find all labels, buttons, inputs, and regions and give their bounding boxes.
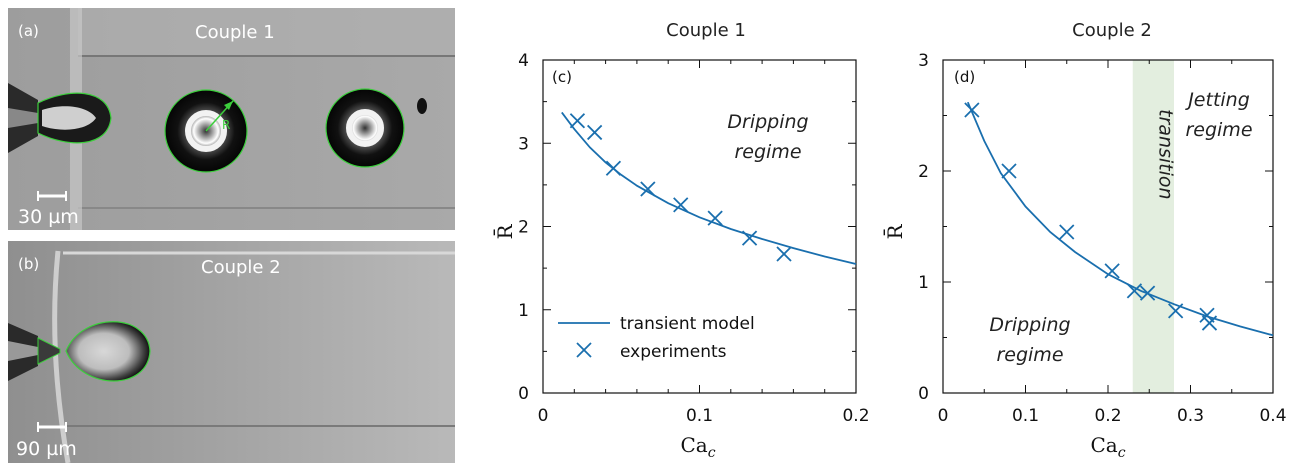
x-tick-label: 0.2 bbox=[842, 406, 869, 426]
legend-experiments: experiments bbox=[620, 342, 727, 362]
chart-couple-1: Couple 1 0 0.1 0.2 0 1 2 3 4 (c) Dripping regim… bbox=[480, 0, 880, 470]
pinching-droplet bbox=[65, 321, 151, 382]
regime-annotation-line1: Dripping bbox=[727, 111, 808, 133]
x-axis-label-main: Ca bbox=[1090, 433, 1117, 457]
x-tick-label: 0.3 bbox=[1177, 406, 1204, 426]
experiment-point bbox=[1139, 285, 1156, 301]
y-tick-label: 3 bbox=[518, 134, 529, 154]
panel-label-a: (a) bbox=[18, 22, 39, 40]
experiment-point bbox=[587, 124, 603, 141]
experiment-point bbox=[1201, 315, 1218, 331]
x-axis-label-sub: c bbox=[1118, 445, 1126, 461]
experiment-point bbox=[1059, 224, 1075, 240]
photo-title-a: Couple 1 bbox=[195, 22, 275, 43]
x-tick-label: 0.4 bbox=[1259, 406, 1286, 426]
y-tick-label: 3 bbox=[918, 51, 929, 71]
experiment-point bbox=[569, 113, 586, 129]
x-axis-label-sub: c bbox=[708, 445, 716, 461]
scale-text-a: 30 µm bbox=[18, 206, 79, 228]
panel-label-b: (b) bbox=[18, 255, 39, 273]
photo-couple-1: R (a) Couple 1 30 µm bbox=[8, 8, 455, 230]
panel-label: (c) bbox=[552, 68, 572, 86]
transition-band bbox=[1132, 60, 1174, 393]
x-axis-label: Cac bbox=[680, 433, 715, 461]
panel-label: (d) bbox=[954, 68, 975, 86]
dripping-annotation-line2: regime bbox=[996, 344, 1063, 366]
jetting-annotation-line1: Jetting bbox=[1184, 89, 1250, 111]
x-tick-label: 0 bbox=[938, 406, 949, 426]
droplet-2 bbox=[325, 88, 405, 168]
regime-annotation-line2: regime bbox=[734, 141, 801, 163]
experiment-point bbox=[741, 230, 758, 246]
experiment-point bbox=[1126, 283, 1143, 299]
chart-title: Couple 2 bbox=[1072, 20, 1152, 41]
y-tick-label: 1 bbox=[918, 273, 929, 293]
x-tick-label: 0.2 bbox=[1094, 406, 1121, 426]
experiment-point bbox=[1001, 163, 1017, 179]
experiment-point bbox=[673, 197, 689, 213]
photo-title-b: Couple 2 bbox=[201, 257, 281, 278]
y-tick-label: 0 bbox=[918, 384, 929, 404]
y-axis-label: R̄ bbox=[492, 224, 517, 240]
transition-label: transition bbox=[1154, 109, 1176, 200]
chart-title: Couple 1 bbox=[666, 20, 746, 41]
y-tick-label: 2 bbox=[918, 162, 929, 182]
x-axis-label: Cac bbox=[1090, 433, 1125, 461]
model-curve bbox=[966, 101, 1274, 337]
x-tick-label: 0.1 bbox=[1012, 406, 1039, 426]
y-tick-label: 1 bbox=[518, 301, 529, 321]
x-tick-label: 0 bbox=[538, 406, 549, 426]
y-tick-label: 4 bbox=[518, 51, 529, 71]
legend-model: transient model bbox=[620, 314, 755, 334]
dripping-annotation-line1: Dripping bbox=[989, 314, 1070, 336]
experiment-point bbox=[640, 181, 656, 197]
photo-couple-2: (b) Couple 2 90 µm bbox=[8, 241, 455, 463]
x-axis-label-main: Ca bbox=[680, 433, 707, 457]
y-axis-label: R̄ bbox=[882, 224, 907, 240]
experiment-point bbox=[1104, 263, 1120, 279]
experiment-point bbox=[776, 246, 792, 262]
radius-label: R bbox=[222, 118, 230, 132]
scale-text-b: 90 µm bbox=[16, 438, 77, 460]
experiment-point bbox=[605, 160, 622, 176]
model-curve bbox=[561, 111, 857, 265]
y-tick-label: 0 bbox=[518, 384, 529, 404]
experiment-point bbox=[964, 102, 980, 118]
y-tick-label: 2 bbox=[518, 218, 529, 238]
jetting-annotation-line2: regime bbox=[1185, 119, 1252, 141]
chart-couple-2: Couple 2 transition 0 0.1 0.2 0.3 0.4 0 1 2 3 (d… bbox=[880, 0, 1308, 470]
legend-x-marker bbox=[576, 342, 592, 358]
experiment-point bbox=[707, 210, 723, 226]
experiment-point bbox=[1168, 303, 1184, 319]
x-tick-label: 0.1 bbox=[686, 406, 713, 426]
